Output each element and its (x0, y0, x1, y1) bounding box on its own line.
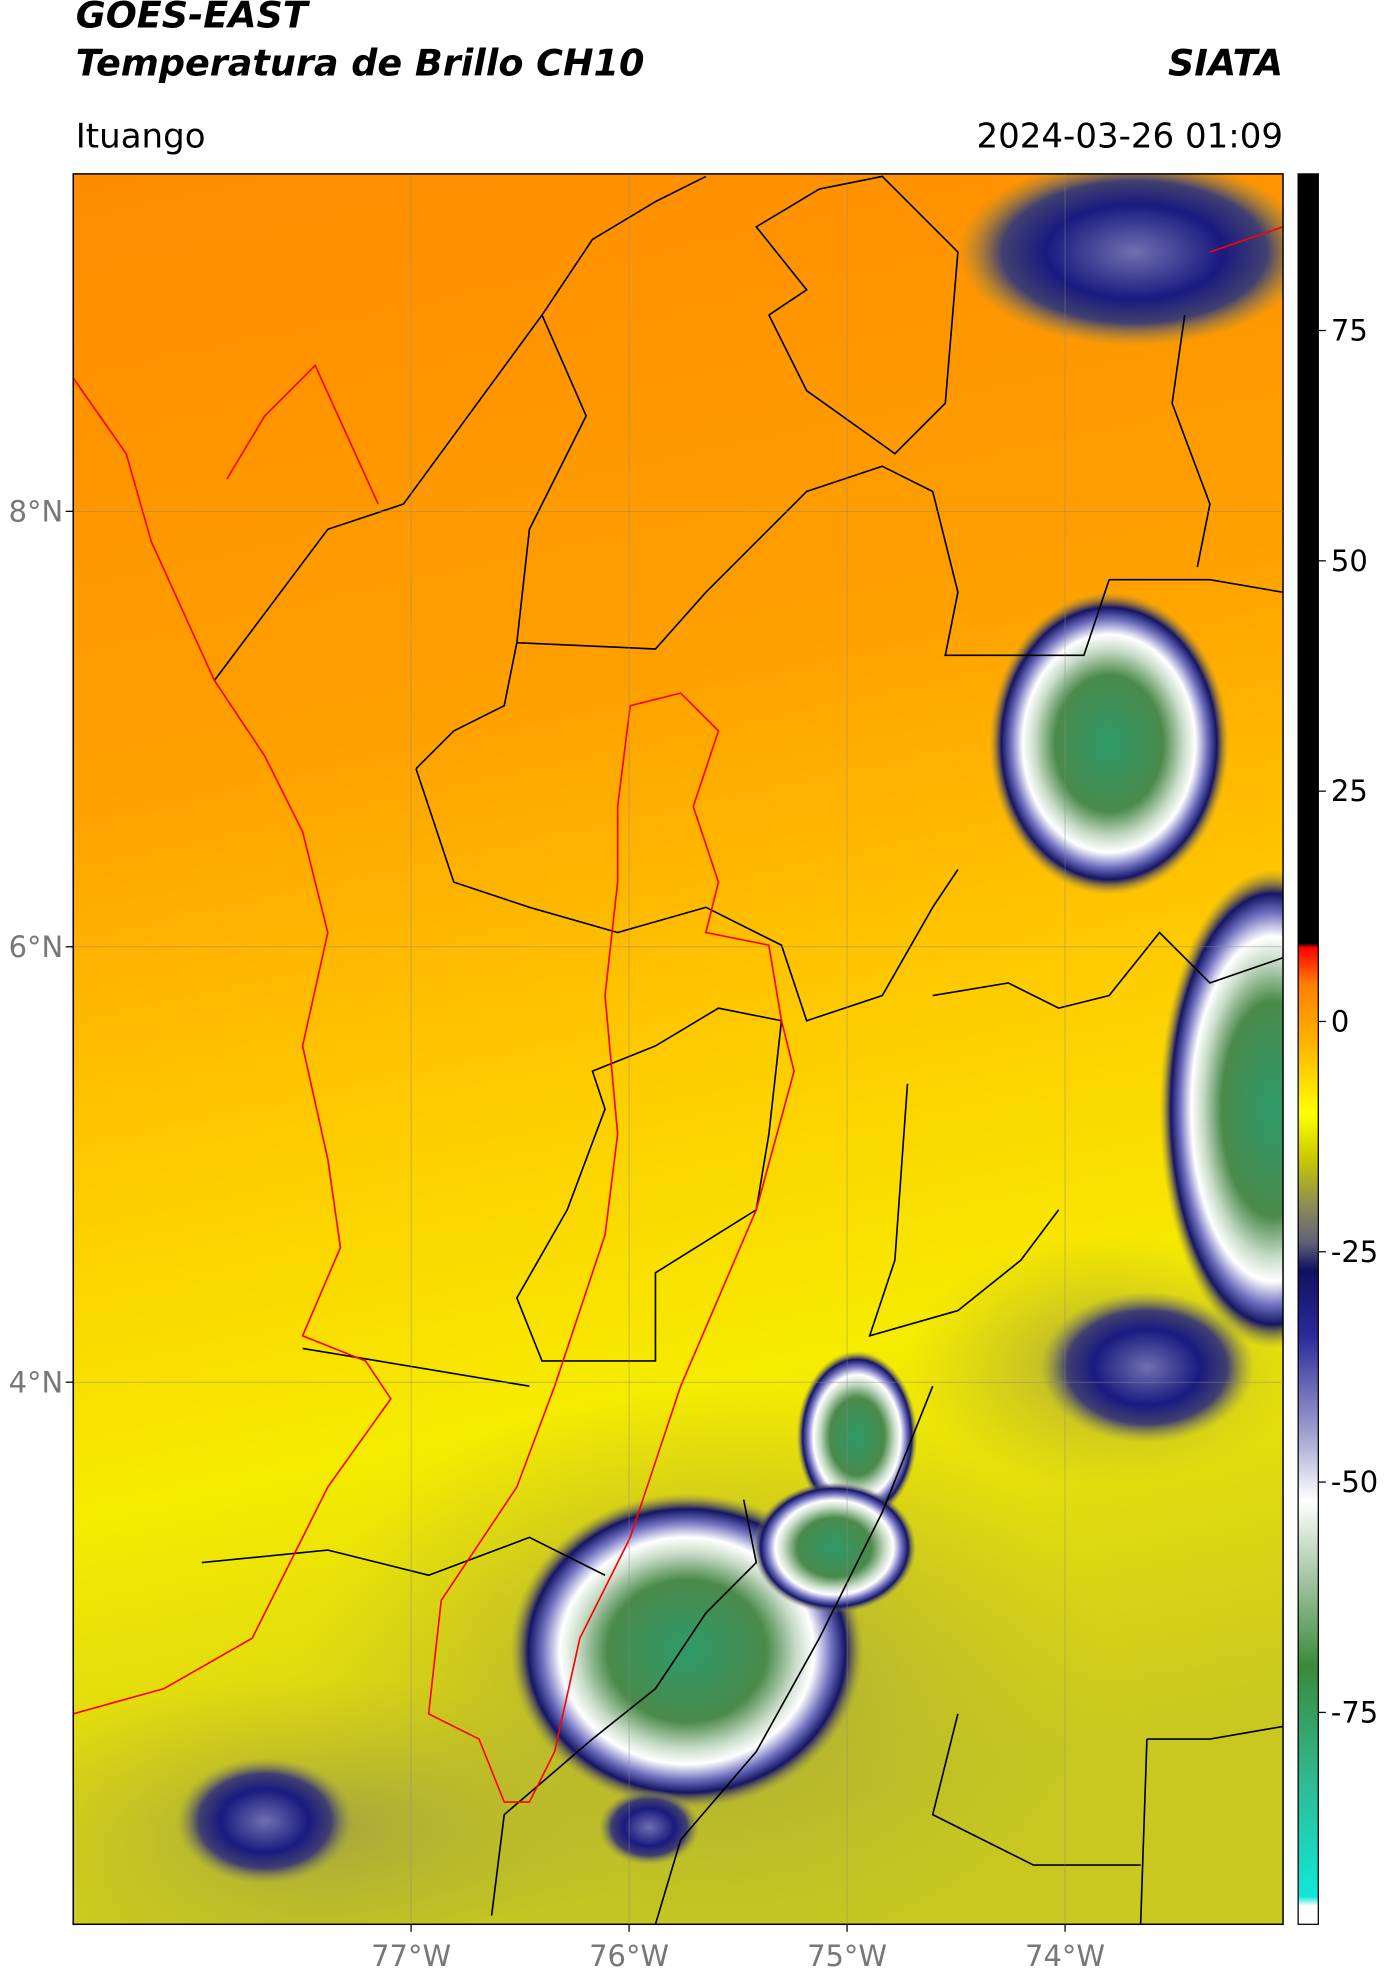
storm-cloud (752, 1481, 917, 1614)
cold-cloud (176, 1757, 354, 1884)
map-frame (72, 173, 1284, 1926)
subtitle: Temperatura de Brillo CH10 (76, 42, 645, 85)
x-tick-label: 77°W (371, 1939, 451, 1973)
colorbar-tick-label: -75 (1331, 1695, 1378, 1729)
map-image (73, 173, 1284, 1925)
storm-cloud (1159, 869, 1284, 1349)
colorbar-tick-label: -50 (1331, 1465, 1378, 1499)
colorbar-frame (1297, 173, 1319, 1925)
storm-cloud (989, 592, 1229, 895)
location: Ituango (76, 116, 206, 156)
cold-cloud (1039, 1291, 1255, 1443)
storm-cloud (796, 1350, 918, 1523)
x-tick-label: 75°W (807, 1939, 887, 1973)
colorbar-tick-label: 25 (1331, 774, 1368, 808)
y-tick-label: 6°N (9, 930, 64, 964)
colorbar (1298, 173, 1319, 1925)
borders (201, 175, 1284, 1925)
colorbar-tick-label: 50 (1331, 544, 1368, 578)
x-tick-label: 74°W (1025, 1939, 1105, 1973)
coastline-and-basin (73, 226, 1284, 1803)
cold-cloud (598, 1789, 700, 1866)
source: SIATA (1168, 42, 1283, 85)
title: GOES-EAST (76, 0, 311, 37)
x-tick-label: 76°W (589, 1939, 669, 1973)
graticule (65, 173, 1284, 1932)
colorbar-tick-label: 0 (1331, 1005, 1349, 1039)
y-tick-label: 4°N (9, 1365, 64, 1399)
cold-cloud (957, 173, 1284, 347)
y-tick-label: 8°N (9, 494, 64, 528)
colorbar-tick-label: 75 (1331, 314, 1368, 348)
datetime: 2024-03-26 01:09 (976, 116, 1283, 156)
colorbar-tick-label: -25 (1331, 1235, 1378, 1269)
